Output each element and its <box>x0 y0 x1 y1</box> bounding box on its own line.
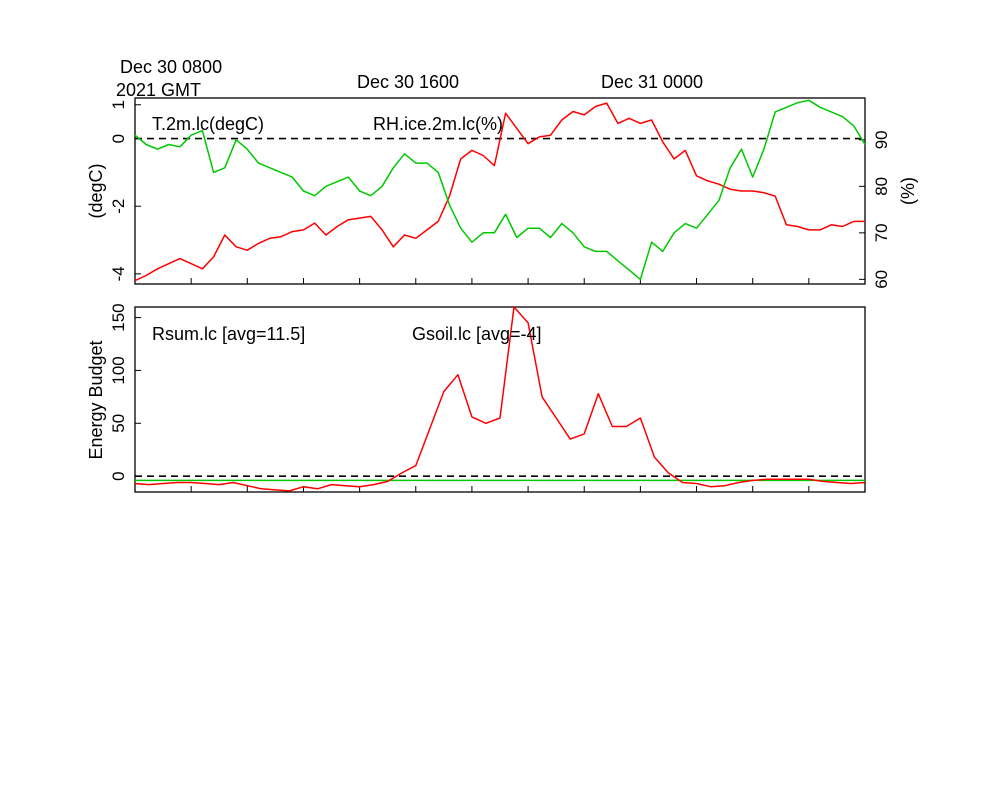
top-panel: 1 0 -2 -4 90 80 70 60 Dec 30 0800 2021 GMT Dec… <box>86 57 918 289</box>
energy-y-tick-label: 0 <box>109 471 128 480</box>
top-left-ticks: 1 0 -2 -4 <box>109 100 141 281</box>
top-plot-frame <box>134 97 866 285</box>
right-axis-label: (%) <box>898 177 918 205</box>
top-x-ticks <box>190 278 810 284</box>
left-y-tick-label: 0 <box>109 134 128 143</box>
left-y-tick-label: -4 <box>109 266 128 281</box>
temperature-line <box>134 102 865 282</box>
left-y-tick-label: -2 <box>109 199 128 214</box>
left-axis-label: (degC) <box>86 163 106 218</box>
time-origin-line1: Dec 30 0800 <box>120 57 222 77</box>
rsum-legend: Rsum.lc [avg=11.5] <box>152 324 305 344</box>
right-y-tick-label: 80 <box>872 177 891 196</box>
energy-y-tick-label: 150 <box>109 303 128 331</box>
bottom-y-ticks: 150 100 50 0 <box>109 303 141 481</box>
bottom-panel: 150 100 50 0 Rsum.lc [avg=11.5] Gsoil.lc [a… <box>86 303 866 493</box>
energy-y-tick-label: 50 <box>109 414 128 433</box>
energy-axis-label: Energy Budget <box>86 340 106 459</box>
left-y-tick-label: 1 <box>109 100 128 109</box>
time-label-dec30-1600: Dec 30 1600 <box>357 72 459 92</box>
right-y-tick-label: 90 <box>872 130 891 149</box>
time-label-dec31-0000: Dec 31 0000 <box>601 72 703 92</box>
temperature-legend: T.2m.lc(degC) <box>152 114 264 134</box>
humidity-legend: RH.ice.2m.lc(%) <box>373 114 503 134</box>
top-right-ticks: 90 80 70 60 <box>859 130 891 289</box>
time-origin-line2: 2021 GMT <box>116 80 201 100</box>
right-y-tick-label: 60 <box>872 270 891 289</box>
energy-y-tick-label: 100 <box>109 356 128 384</box>
bottom-plot-frame <box>134 306 866 493</box>
relative-humidity-line <box>134 99 866 281</box>
rsum-line <box>134 306 866 492</box>
gsoil-legend: Gsoil.lc [avg=-4] <box>412 324 542 344</box>
right-y-tick-label: 70 <box>872 223 891 242</box>
